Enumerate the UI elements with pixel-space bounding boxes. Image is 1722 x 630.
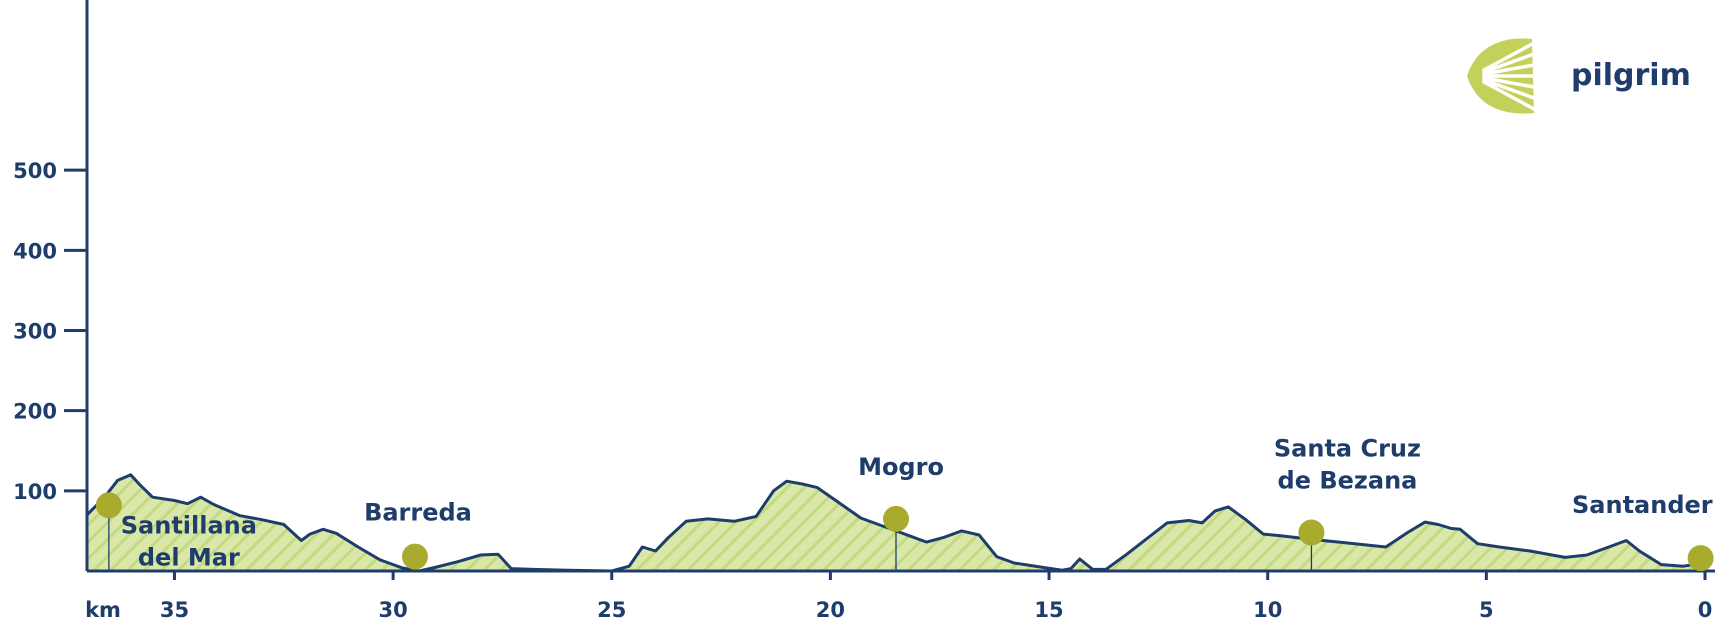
town-marker-dot xyxy=(1687,545,1714,572)
y-tick-label: 300 xyxy=(13,320,57,344)
y-tick-label: 500 xyxy=(13,159,57,183)
x-axis-title: km xyxy=(85,598,121,622)
town-marker-dot xyxy=(883,505,909,532)
town-label: Barreda xyxy=(364,499,472,527)
x-tick-label: 15 xyxy=(1034,598,1063,622)
x-tick-label: 5 xyxy=(1479,598,1494,622)
x-tick-label: 30 xyxy=(378,598,407,622)
town-label: Santillana del Mar xyxy=(121,511,257,571)
x-tick-label: 35 xyxy=(160,598,189,622)
logo-text: pilgrim xyxy=(1571,58,1691,93)
axes xyxy=(85,0,1715,573)
scallop-shell-rib xyxy=(1482,41,1536,72)
elevation-profile-line xyxy=(85,473,1707,573)
y-tick-label: 400 xyxy=(13,239,57,263)
town-marker-dot xyxy=(95,492,122,519)
elevation-area-layer xyxy=(85,473,1707,573)
scallop-shell-rib xyxy=(1482,78,1536,100)
y-axis-ticks: 100 200 300 400 500 xyxy=(13,159,87,504)
scallop-shell-rib xyxy=(1482,63,1536,76)
y-tick-label: 100 xyxy=(13,480,57,504)
town-markers: Santillana del Mar Barreda Mogro Santa Cruz d… xyxy=(95,435,1714,572)
town-label: Santa Cruz de Bezana xyxy=(1274,435,1421,495)
x-axis-ticks: 35 30 25 20 15 10 5 0 xyxy=(160,571,1712,622)
scallop-shell-icon xyxy=(1467,38,1536,114)
x-tick-label: 25 xyxy=(597,598,626,622)
scallop-shell-rib xyxy=(1482,76,1536,89)
town-marker-dot xyxy=(401,543,428,570)
pilgrim-logo: pilgrim xyxy=(1467,38,1691,114)
elevation-area-fill xyxy=(87,474,1705,571)
scallop-shell-rib xyxy=(1482,80,1536,111)
town-label: Santander xyxy=(1572,491,1713,519)
x-tick-label: 20 xyxy=(816,598,845,622)
town-marker-dot xyxy=(1298,519,1325,546)
town-label: Mogro xyxy=(858,453,944,481)
scallop-shell-rib xyxy=(1482,52,1536,74)
x-tick-label: 0 xyxy=(1698,598,1713,622)
y-tick-label: 200 xyxy=(13,400,57,424)
x-tick-label: 10 xyxy=(1253,598,1282,622)
